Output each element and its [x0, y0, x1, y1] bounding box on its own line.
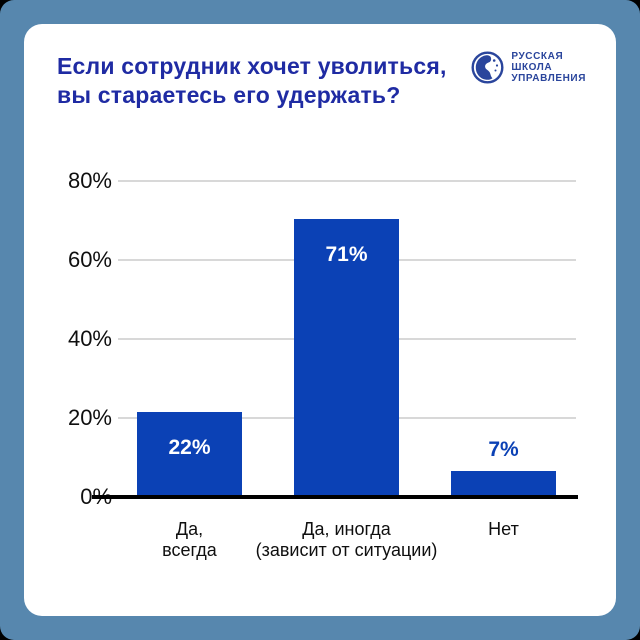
x-axis-line — [92, 495, 578, 499]
title-line-1: Если сотрудник хочет уволиться, — [57, 53, 447, 79]
y-tick-80%: 80% — [67, 168, 112, 193]
logo-line-2: ШКОЛА — [511, 62, 553, 73]
page-title: Если сотрудник хочет уволиться, вы стара… — [57, 52, 477, 110]
bar-2: 71% — [294, 219, 399, 499]
y-tick-20%: 20% — [67, 405, 112, 430]
logo-line-3: УПРАВЛЕНИЯ — [511, 73, 586, 84]
bar-3 — [451, 471, 556, 499]
category-label-2: Да, иногда (зависит от ситуации) — [255, 519, 438, 560]
globe-icon — [471, 51, 504, 84]
bar-value-label-3: 7% — [488, 438, 519, 461]
bar-chart: 0% 20% 40% 60% 80% 22% 71% 7% Да, всегда Да, иногд… — [24, 24, 616, 616]
bar-1: 22% — [137, 412, 242, 499]
category-label-3: Нет — [488, 519, 519, 539]
chart-card: Если сотрудник хочет уволиться, вы стара… — [24, 24, 616, 616]
category-label-1: Да, всегда — [162, 519, 217, 560]
logo-line-1: РУССКАЯ — [511, 51, 564, 62]
logo: РУССКАЯ ШКОЛА УПРАВЛЕНИЯ — [471, 51, 586, 84]
logo-text: РУССКАЯ ШКОЛА УПРАВЛЕНИЯ — [511, 51, 586, 84]
y-tick-40%: 40% — [67, 326, 112, 351]
y-tick-60%: 60% — [67, 247, 112, 272]
title-line-2: вы стараетесь его удержать? — [57, 82, 401, 108]
bar-value-label-1: 22% — [168, 436, 211, 459]
bar-value-label-2: 71% — [325, 243, 368, 266]
gridline-80% — [118, 180, 576, 182]
